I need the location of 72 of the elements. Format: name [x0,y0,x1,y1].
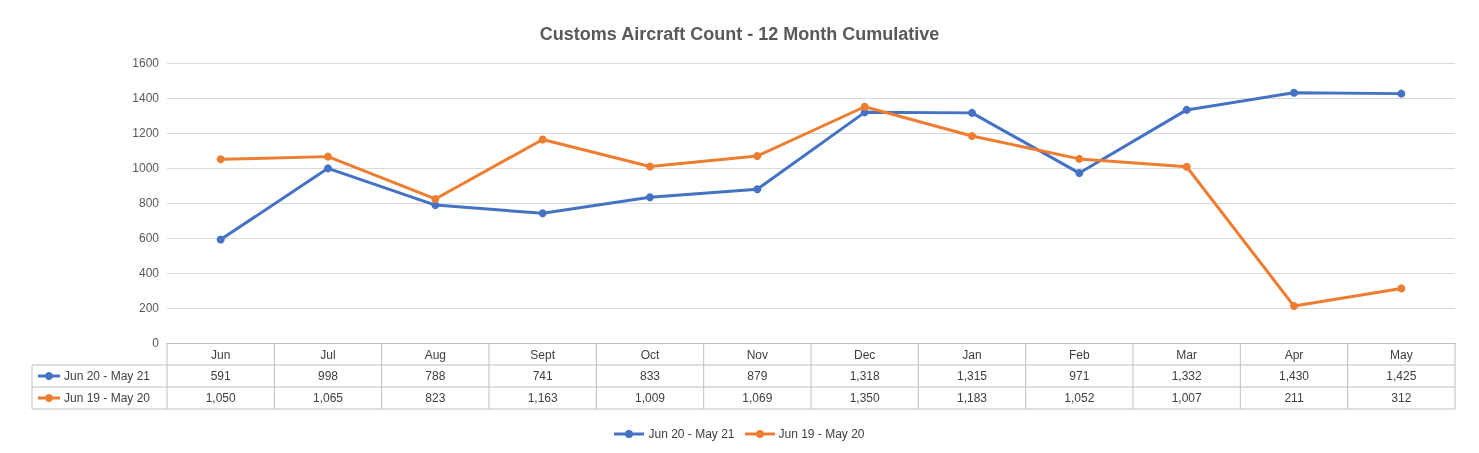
point [324,152,332,161]
x-tick-label: Jun [210,348,231,362]
point [753,185,762,194]
point [538,135,547,144]
data-label: 833 [639,369,661,383]
data-label: 1,065 [312,391,344,405]
point [1397,89,1406,98]
x-tick-label: Sept [530,348,556,362]
data-label: 1,183 [956,391,988,405]
data-label: 1,052 [1064,391,1095,405]
data-label: 1,350 [849,391,881,405]
x-tick-label: Jul [320,348,336,362]
point [216,155,225,164]
y-tick-label: 1400 [132,91,160,105]
y-tick-label: 400 [138,266,160,280]
data-label: 741 [532,369,553,383]
point [1075,154,1084,163]
data-label: 1,007 [1171,391,1203,405]
data-label: 312 [1391,391,1412,405]
data-label: 998 [317,369,339,383]
point [1182,162,1191,171]
data-label: 1,315 [956,369,988,383]
x-tick-label: May [1390,348,1413,362]
point [968,108,976,117]
y-tick-label: 800 [138,196,160,210]
x-tick-label: Aug [424,348,447,362]
point [753,151,762,160]
y-tick-label: 600 [138,231,160,245]
legend-label: Jun 19 - May 20 [64,391,151,405]
x-tick-label: Jan [962,348,982,362]
data-label: 788 [425,369,446,383]
text: Jun 19 - May 20 [778,427,865,441]
y-tick-label: 1200 [132,126,160,140]
point [324,164,332,173]
point [860,102,869,111]
point [646,193,654,202]
point [646,162,654,171]
point [1075,169,1084,178]
data-label: 971 [1069,369,1090,383]
x-tick-label: Apr [1284,348,1304,362]
x-tick-label: Feb [1068,348,1090,362]
y-tick-label: 1600 [132,56,160,70]
x-tick-label: Oct [640,348,660,362]
point [1290,302,1298,311]
data-label: 1,430 [1278,369,1310,383]
data-label: 1,009 [634,391,666,405]
data-label: 1,050 [205,391,237,405]
point [1397,284,1406,293]
point [431,194,440,203]
data-label: 1,163 [527,391,559,405]
point [1182,105,1191,114]
legend-label: Jun 20 - May 21 [64,369,151,383]
point [538,209,547,218]
x-tick-label: Nov [746,348,769,362]
text: Jun 20 - May 21 [648,427,735,441]
data-label: 1,425 [1386,369,1417,383]
y-tick-label: 0 [152,336,160,350]
data-label: 211 [1284,391,1304,405]
point [1290,88,1298,97]
data-label: 879 [747,369,768,383]
y-tick-label: 200 [138,301,160,315]
point [216,235,225,244]
data-label: 1,332 [1171,369,1203,383]
data-label: 591 [210,369,231,383]
x-tick-label: Dec [853,348,876,362]
chart-title: Customs Aircraft Count - 12 Month Cumulative [539,24,940,44]
point [968,131,976,140]
data-label: 1,069 [742,391,773,405]
data-label: 1,318 [849,369,881,383]
y-tick-label: 1000 [132,161,160,175]
data-label: 823 [425,391,446,405]
x-tick-label: Mar [1176,348,1197,362]
